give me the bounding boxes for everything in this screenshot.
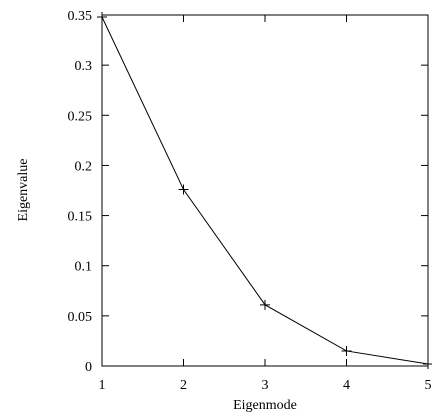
plot-frame xyxy=(101,14,429,367)
x-tick-label: 4 xyxy=(343,378,350,393)
x-tick-label: 1 xyxy=(99,378,106,393)
data-point xyxy=(423,358,432,369)
x-tick-label: 2 xyxy=(180,378,187,393)
x-tick-label: 3 xyxy=(262,378,269,393)
y-axis-label: Eigenvalue xyxy=(16,159,31,222)
y-tick-label: 0.15 xyxy=(68,210,93,225)
data-point xyxy=(178,184,189,195)
y-tick-label: 0.3 xyxy=(75,59,93,74)
data-point xyxy=(97,12,107,23)
data-point xyxy=(341,345,352,356)
y-tick-label: 0.05 xyxy=(68,310,93,325)
y-tick-label: 0.35 xyxy=(68,9,93,24)
y-tick-label: 0.2 xyxy=(75,159,93,174)
y-tick-label: 0.25 xyxy=(68,109,93,124)
data-line xyxy=(101,16,429,365)
y-tick-label: 0.1 xyxy=(75,260,93,275)
x-tick-label: 5 xyxy=(425,378,432,393)
data-point xyxy=(260,299,270,310)
y-tick-label: 0 xyxy=(85,360,92,375)
x-axis-label: Eigenmode xyxy=(233,398,297,413)
